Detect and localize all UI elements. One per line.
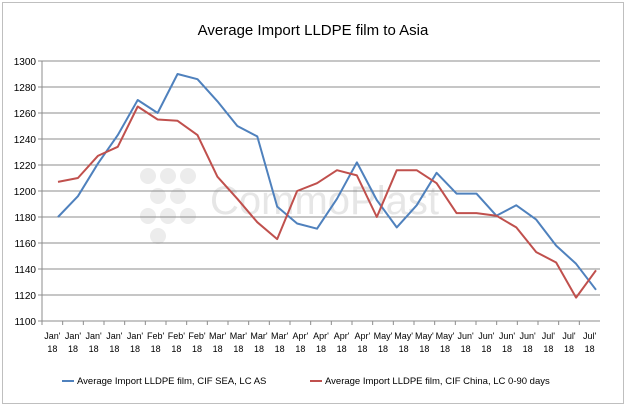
x-tick-label: Jun'	[499, 331, 516, 341]
x-tick-label: 18	[440, 344, 450, 354]
x-tick-label: 18	[337, 344, 347, 354]
watermark-dot	[160, 208, 176, 224]
x-tick-label: Jul'	[562, 331, 576, 341]
x-tick-label: 18	[316, 344, 326, 354]
x-tick-label: Feb'	[168, 331, 186, 341]
x-tick-label: May'	[394, 331, 413, 341]
x-tick-label: 18	[254, 344, 264, 354]
x-tick-label: Apr'	[334, 331, 350, 341]
x-tick-label: 18	[171, 344, 181, 354]
watermark-dot	[150, 188, 166, 204]
y-tick-label: 1300	[14, 57, 37, 68]
legend-label-1: Average Import LLDPE film, CIF SEA, LC A…	[77, 376, 266, 387]
chart-frame	[2, 2, 624, 404]
x-tick-label: Jan'	[65, 331, 82, 341]
x-tick-label: May'	[415, 331, 434, 341]
y-tick-label: 1280	[14, 83, 37, 94]
x-tick-label: Jun'	[520, 331, 537, 341]
y-tick-label: 1180	[14, 213, 36, 224]
y-tick-label: 1260	[14, 109, 37, 120]
series-line-2	[57, 105, 597, 299]
legend-label-2: Average Import LLDPE film, CIF China, LC…	[325, 376, 550, 387]
y-tick-label: 1120	[14, 291, 36, 302]
x-tick-label: 18	[233, 344, 243, 354]
x-tick-label: 18	[109, 344, 119, 354]
x-tick-label: Mar'	[209, 331, 226, 341]
x-tick-label: Jul'	[583, 331, 597, 341]
x-tick-label: 18	[461, 344, 471, 354]
x-tick-label: 18	[564, 344, 574, 354]
watermark-dot	[150, 228, 166, 244]
watermark: CommoPlast	[140, 168, 439, 244]
x-tick-label: 18	[151, 344, 161, 354]
x-tick-label: Mar'	[230, 331, 247, 341]
y-tick-label: 1140	[14, 265, 36, 276]
watermark-dot	[180, 208, 196, 224]
x-tick-label: Apr'	[313, 331, 329, 341]
x-tick-label: 18	[357, 344, 367, 354]
x-tick-label: 18	[213, 344, 223, 354]
x-tick-label: 18	[295, 344, 305, 354]
x-tick-label: Mar'	[271, 331, 288, 341]
x-tick-label: 18	[89, 344, 99, 354]
x-tick-label: 18	[585, 344, 595, 354]
series-line-1	[57, 73, 597, 291]
x-tick-label: Jun'	[478, 331, 495, 341]
x-tick-label: 18	[68, 344, 78, 354]
watermark-dot	[180, 168, 196, 184]
x-tick-label: 18	[378, 344, 388, 354]
x-tick-label: 18	[543, 344, 553, 354]
series-lines	[57, 73, 597, 299]
y-tick-label: 1220	[14, 161, 37, 172]
x-tick-label: Feb'	[147, 331, 165, 341]
watermark-dot	[140, 168, 156, 184]
x-tick-label: 18	[523, 344, 533, 354]
watermark-dot	[140, 208, 156, 224]
x-tick-label: Mar'	[250, 331, 267, 341]
x-tick-label: 18	[130, 344, 140, 354]
x-tick-label: Apr'	[354, 331, 370, 341]
x-tick-label: Jan'	[106, 331, 123, 341]
x-tick-label: 18	[47, 344, 57, 354]
x-tick-label: 18	[419, 344, 429, 354]
y-tick-label: 1200	[14, 187, 37, 198]
x-tick-label: 18	[502, 344, 512, 354]
watermark-text: CommoPlast	[210, 179, 439, 223]
x-tick-label: Jun'	[458, 331, 475, 341]
x-tick-label: 18	[481, 344, 491, 354]
x-tick-label: Feb'	[188, 331, 206, 341]
x-tick-label: 18	[399, 344, 409, 354]
x-tick-label: May'	[436, 331, 455, 341]
y-tick-label: 1240	[14, 135, 37, 146]
x-axis: Jan' 18 Jan' 18 Jan' 18 Jan' 18 Jan' 18 Feb' 18 Feb'…	[41, 321, 597, 354]
y-axis: 1100 1120 1140 1160 1180 1200 1220 1240 1260 1280…	[14, 57, 43, 328]
x-tick-label: Apr'	[292, 331, 308, 341]
y-tick-label: 1160	[14, 239, 36, 250]
watermark-dot	[160, 168, 176, 184]
legend: Average Import LLDPE film, CIF SEA, LC A…	[62, 376, 550, 387]
x-tick-label: May'	[374, 331, 393, 341]
x-tick-label: Jan'	[127, 331, 144, 341]
x-tick-label: 18	[275, 344, 285, 354]
y-tick-label: 1100	[14, 317, 36, 328]
x-tick-label: Jan'	[44, 331, 61, 341]
x-tick-label: 18	[192, 344, 202, 354]
x-tick-label: Jan'	[86, 331, 103, 341]
grid-lines	[42, 60, 600, 322]
chart-title: Average Import LLDPE film to Asia	[198, 22, 429, 39]
x-tick-label: Jul'	[542, 331, 556, 341]
watermark-dot	[170, 188, 186, 204]
